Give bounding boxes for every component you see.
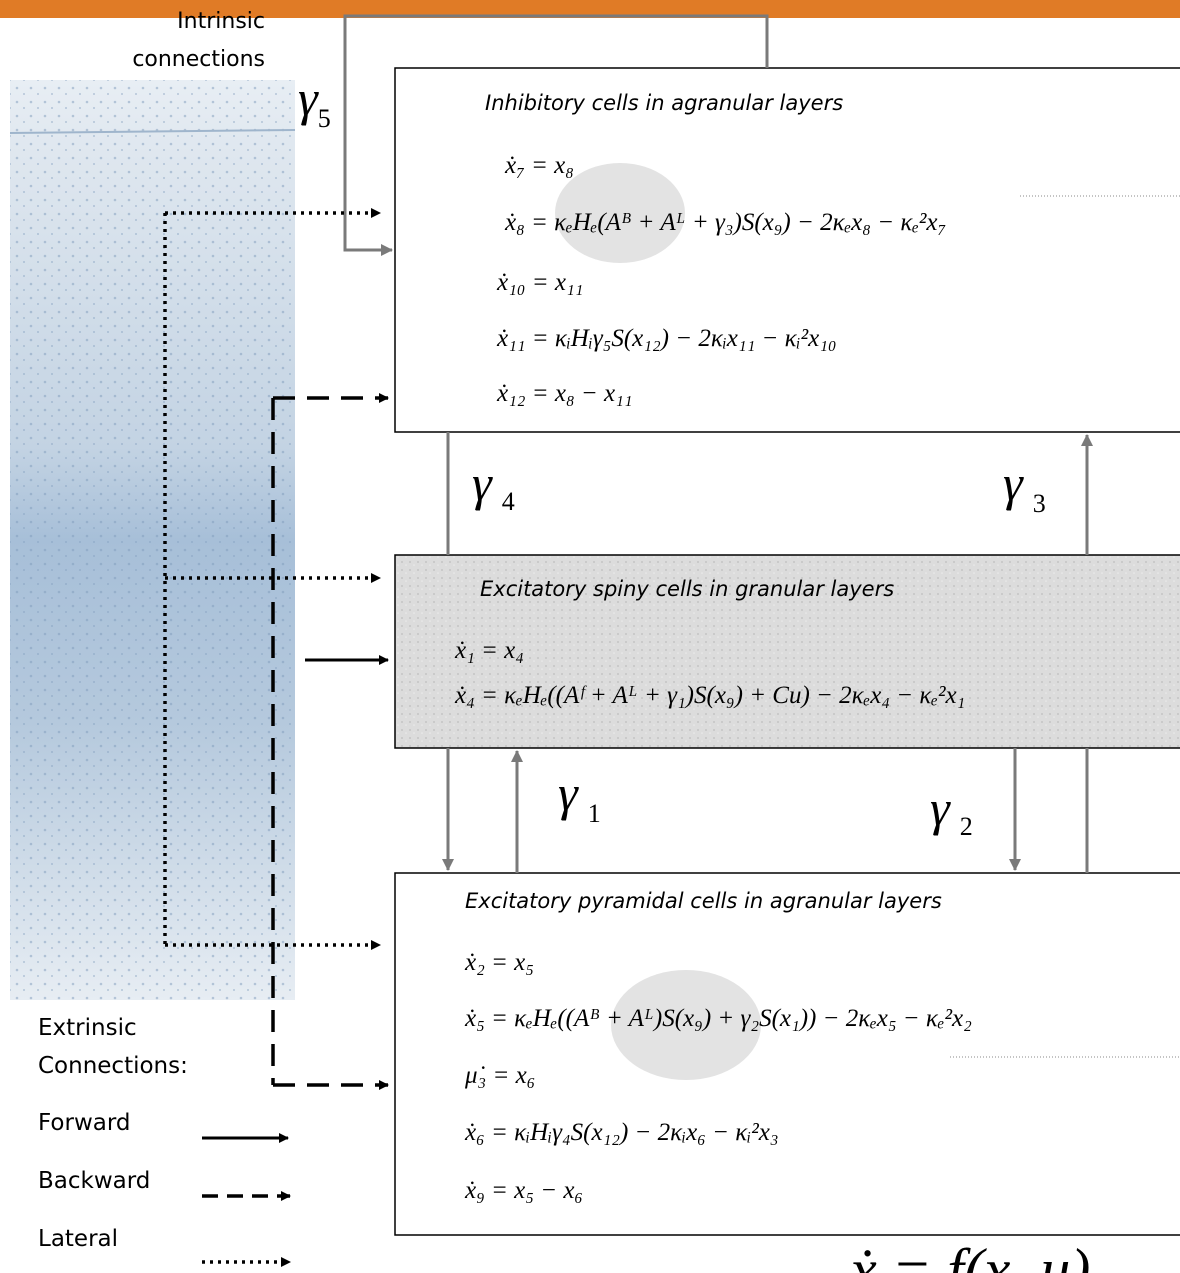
legend-item: Backward <box>38 1168 150 1194</box>
equation: ẋ₂ = x₅ <box>464 949 534 976</box>
diagram: Intrinsic connections Inhibitory cells i… <box>0 0 1180 1273</box>
gamma-label: γ5 <box>298 70 331 133</box>
equation: ẋ₁₀ = x₁₁ <box>496 269 583 296</box>
bottom-equation: ẋ = f(x, u) <box>849 1237 1090 1273</box>
equation: ẋ₅ = κₑHₑ((Aᴮ + Aᴸ)S(x₉) + γ₂S(x₁)) − 2κ… <box>464 1005 972 1032</box>
legend-item: Lateral <box>38 1226 118 1252</box>
equation: μ̇₃ = x₆ <box>464 1062 535 1089</box>
intrinsic-label: Intrinsic <box>177 9 265 34</box>
intrinsic-label: connections <box>132 47 265 72</box>
box <box>395 68 1180 432</box>
equation: ẋ₄ = κₑHₑ((Aᶠ + Aᴸ + γ₁)S(x₉) + Cu) − 2κ… <box>454 682 965 709</box>
equation: ẋ₁₁ = κᵢHᵢγ₅S(x₁₂) − 2κᵢx₁₁ − κᵢ²x₁₀ <box>496 325 837 352</box>
legend-title: Connections: <box>38 1053 188 1079</box>
box-title: Excitatory spiny cells in granular layer… <box>480 577 894 601</box>
box-title: Inhibitory cells in agranular layers <box>485 91 843 115</box>
equation: ẋ₉ = x₅ − x₆ <box>464 1177 583 1204</box>
tissue-image <box>10 80 295 1000</box>
equation: ẋ₇ = x₈ <box>504 152 574 179</box>
equation: ẋ₁₂ = x₈ − x₁₁ <box>496 380 633 407</box>
equation: ẋ₈ = κₑHₑ(Aᴮ + Aᴸ + γ₃)S(x₉) − 2κₑx₈ − κ… <box>504 209 946 236</box>
equation: ẋ₆ = κᵢHᵢγ₄S(x₁₂) − 2κᵢx₆ − κᵢ²x₃ <box>464 1119 779 1146</box>
legend: Extrinsic Connections: Forward Backward … <box>38 1015 188 1252</box>
box-title: Excitatory pyramidal cells in agranular … <box>465 889 942 913</box>
legend-item: Forward <box>38 1110 131 1136</box>
legend-title: Extrinsic <box>38 1015 137 1041</box>
equation: ẋ₁ = x₄ <box>454 637 524 664</box>
